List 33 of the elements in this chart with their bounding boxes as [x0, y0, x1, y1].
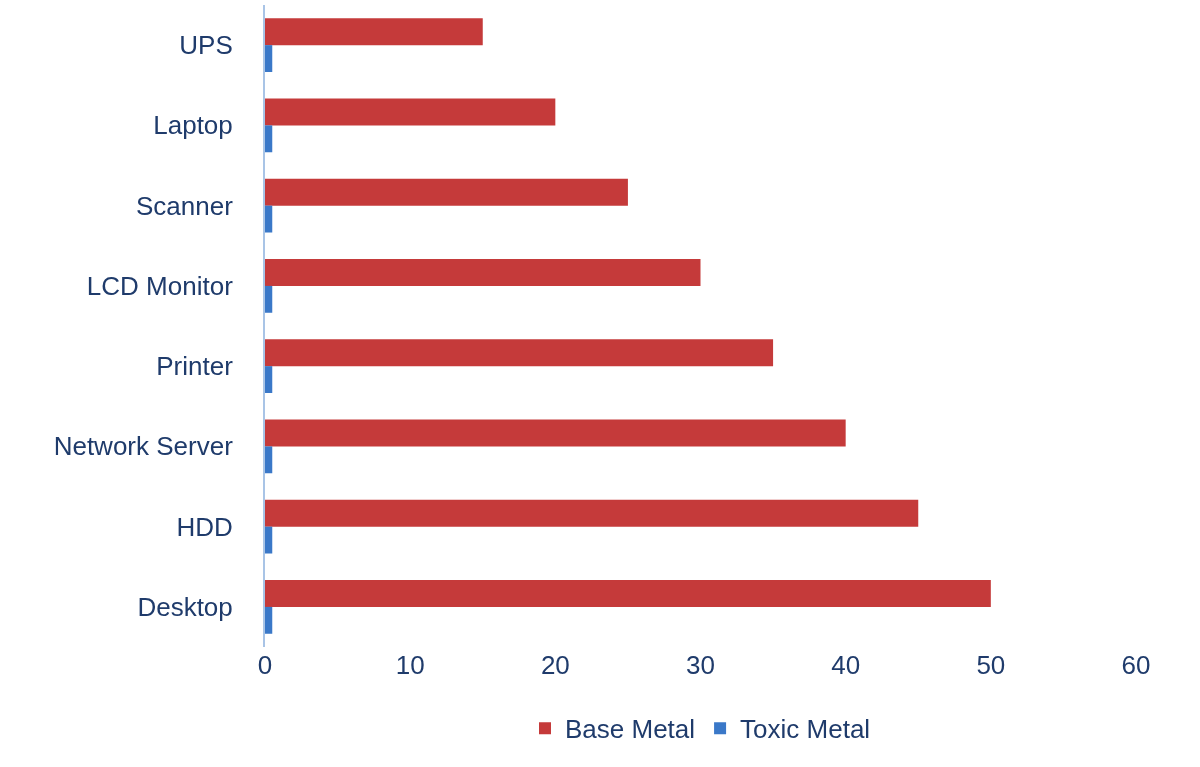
y-tick-label: HDD: [176, 511, 233, 542]
y-tick-label: Printer: [156, 351, 234, 382]
x-tick-label: 20: [540, 650, 570, 680]
bar: [265, 205, 273, 233]
bar: [265, 258, 701, 286]
bar: [265, 446, 273, 474]
y-tick-label: Scanner: [135, 190, 234, 221]
x-tick-label: 10: [395, 650, 425, 680]
y-tick-label: Desktop: [137, 591, 233, 622]
legend-label: Toxic Metal: [740, 714, 871, 745]
y-tick-label: UPS: [179, 30, 233, 61]
x-tick-label: 60: [1121, 650, 1151, 680]
bar: [265, 419, 846, 447]
bar: [265, 178, 628, 206]
bar: [265, 98, 556, 126]
legend-label: Base Metal: [565, 714, 696, 745]
bar: [265, 606, 273, 634]
y-tick-label: Network Server: [53, 431, 234, 462]
x-tick-label: 50: [976, 650, 1006, 680]
y-tick-label: LCD Monitor: [86, 270, 234, 301]
bar: [265, 125, 273, 153]
x-tick-label: 40: [831, 650, 861, 680]
bar: [265, 339, 774, 367]
bar: [265, 579, 991, 607]
bar: [265, 499, 919, 527]
bar: [265, 18, 483, 46]
bar: [265, 526, 273, 554]
bar: [265, 285, 273, 313]
bar: [265, 366, 273, 394]
y-tick-label: Laptop: [153, 110, 233, 141]
bar: [265, 45, 273, 73]
x-tick-label: 30: [686, 650, 715, 680]
x-tick-label: 0: [257, 650, 273, 680]
